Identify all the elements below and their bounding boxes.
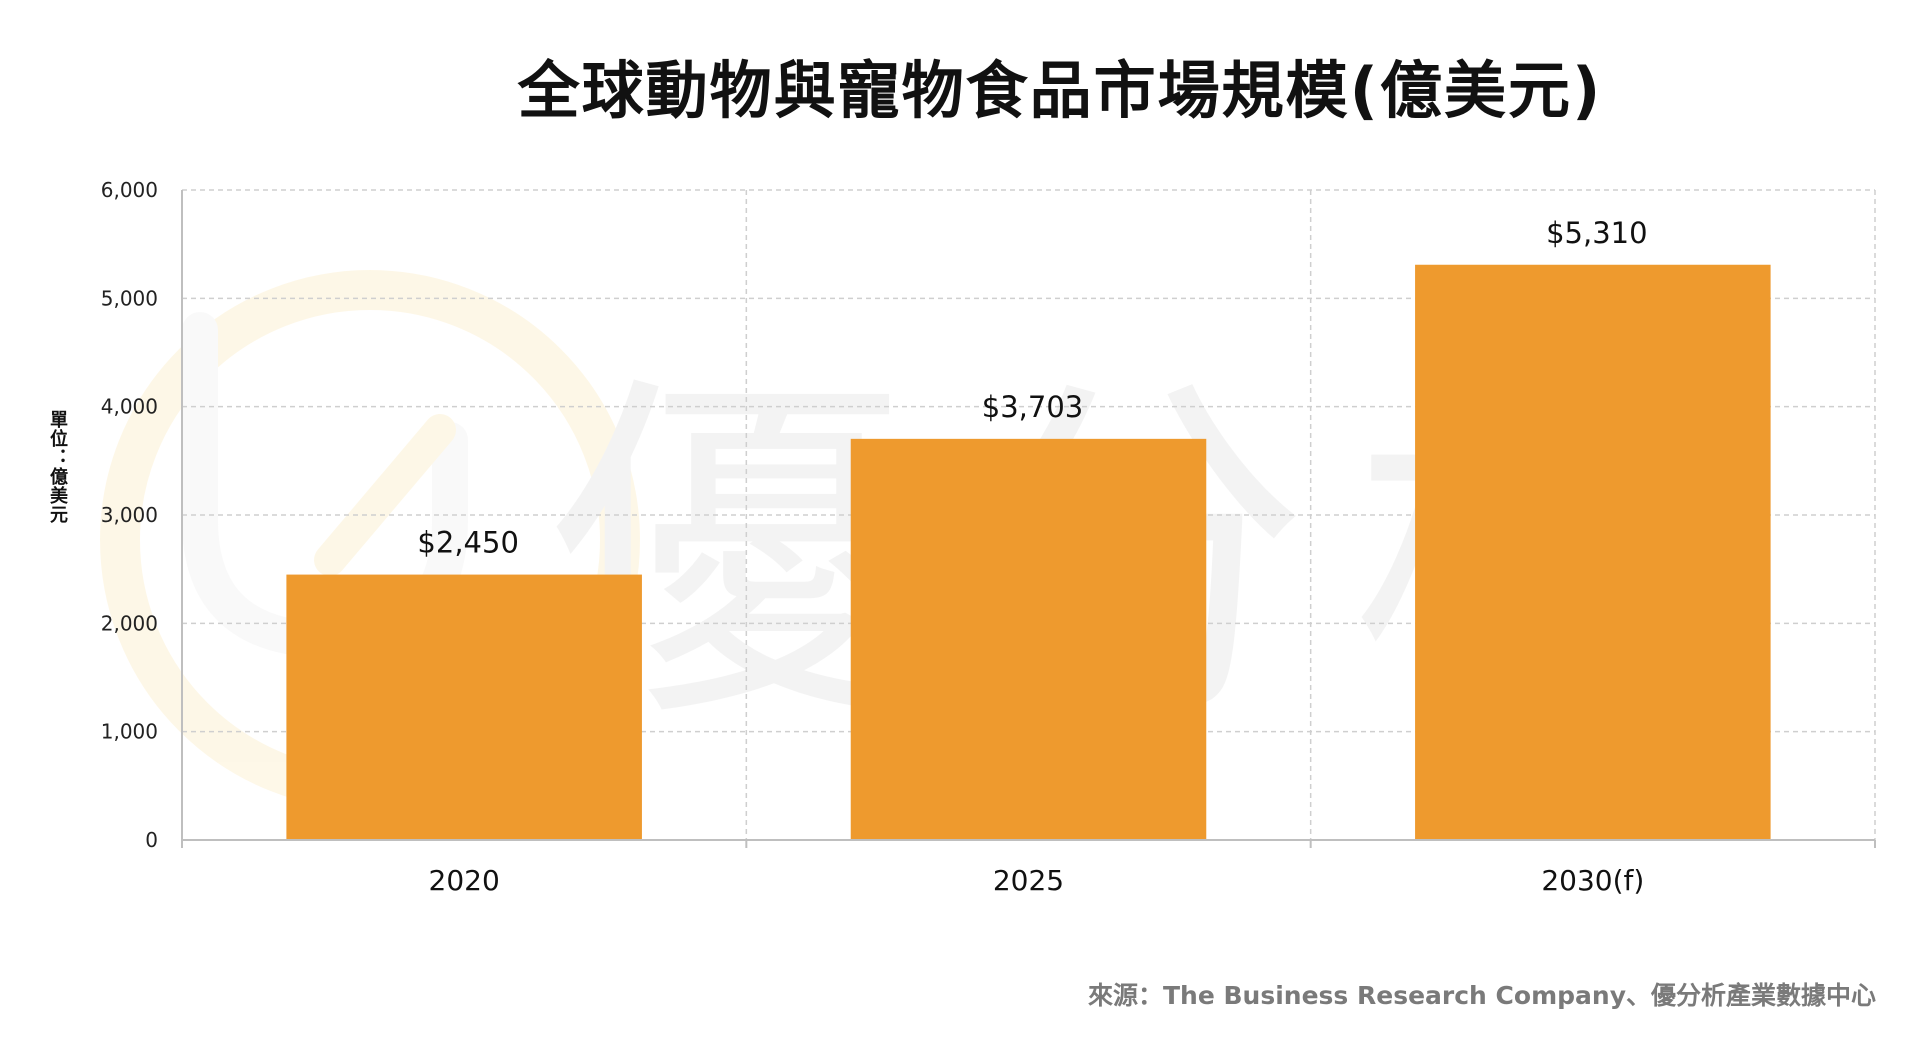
x-tick-label: 2030(f) <box>1541 864 1644 897</box>
x-tick-label: 2020 <box>429 864 500 897</box>
x-tick-label: 2025 <box>993 864 1064 897</box>
y-tick-label: 3,000 <box>101 503 158 527</box>
y-tick-label: 4,000 <box>101 395 158 419</box>
labels: 0 1,000 2,000 3,000 4,000 5,000 6,000 $2,450 202… <box>101 178 1648 897</box>
bar-2 <box>850 438 1207 840</box>
y-tick-label: 0 <box>145 828 158 852</box>
data-label: $2,450 <box>417 526 518 560</box>
chart-title: 全球動物與寵物食品市場規模(億美元) <box>517 54 1603 127</box>
data-label: $3,703 <box>982 390 1083 424</box>
y-tick-label: 6,000 <box>101 178 158 202</box>
y-tick-label: 5,000 <box>101 286 158 310</box>
source-note: 來源：The Business Research Company、優分析產業數據… <box>1087 981 1876 1010</box>
y-axis-title: 單位：億美元 <box>47 410 68 524</box>
bar-1 <box>286 574 642 840</box>
data-label: $5,310 <box>1546 216 1647 250</box>
axes <box>181 190 1876 848</box>
y-tick-label: 2,000 <box>101 611 158 635</box>
y-tick-label: 1,000 <box>101 720 158 744</box>
bars <box>286 264 1771 840</box>
bar-3 <box>1415 264 1771 840</box>
